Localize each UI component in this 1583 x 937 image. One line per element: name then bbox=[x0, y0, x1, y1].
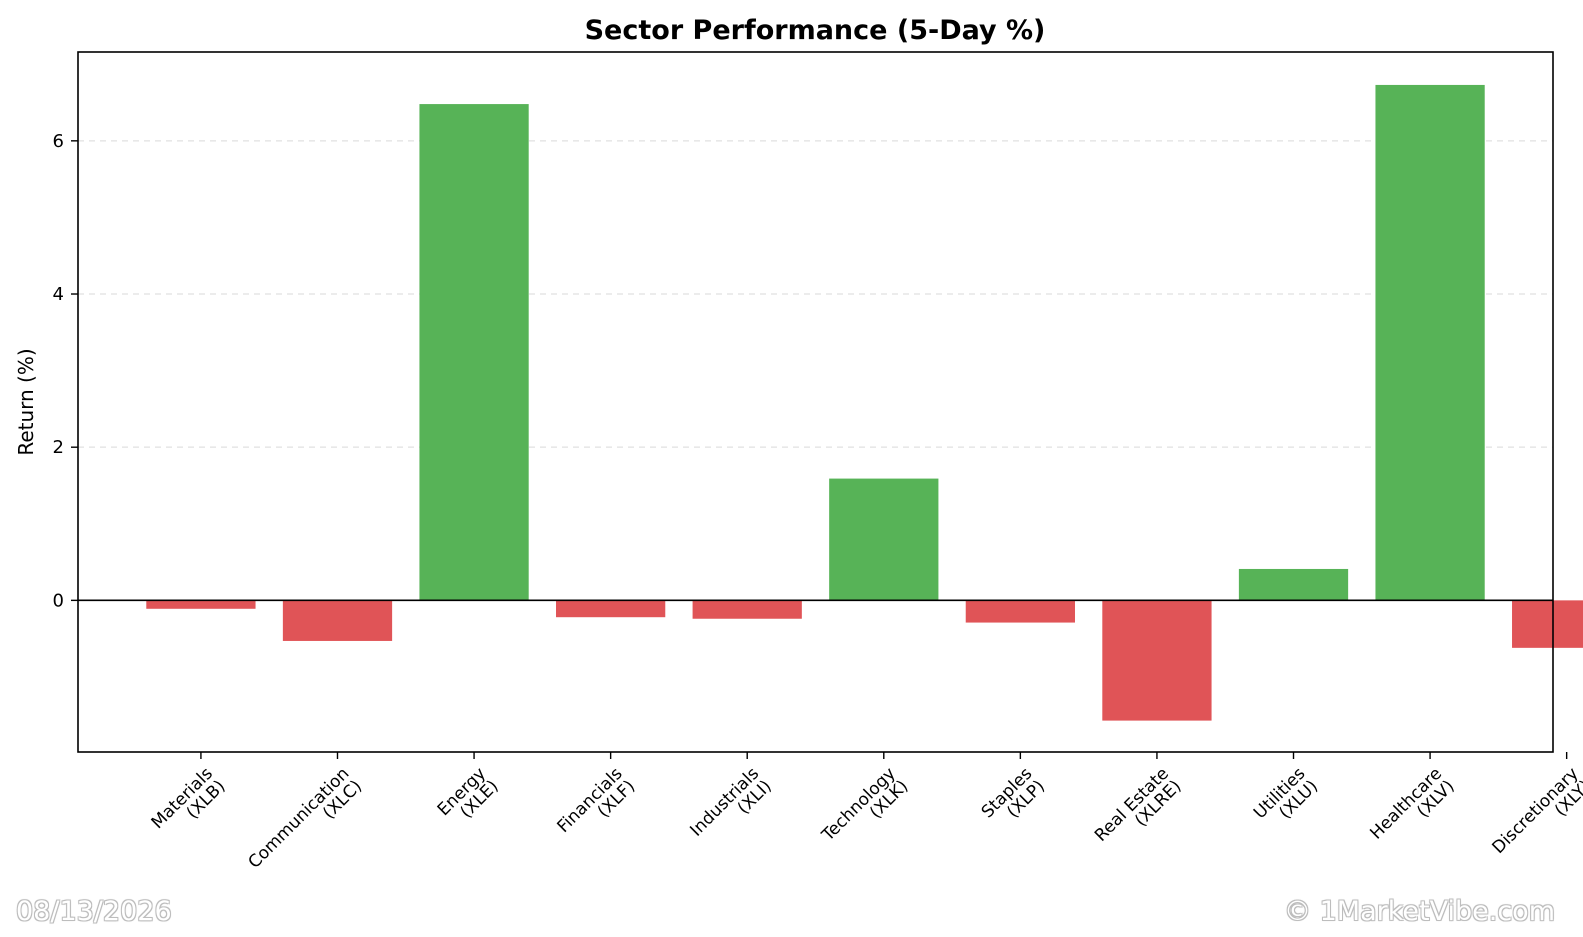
bars bbox=[146, 84, 1583, 721]
x-tick-label: Technology(XLK) bbox=[818, 764, 913, 859]
grid-lines bbox=[78, 140, 1553, 448]
footer-date: 08/13/2026 bbox=[16, 896, 172, 927]
x-tick-label: Energy(XLE) bbox=[434, 764, 503, 833]
x-tick-label: Utilities(XLU) bbox=[1250, 764, 1322, 836]
bar bbox=[1512, 600, 1583, 648]
y-axis-label: Return (%) bbox=[14, 348, 38, 455]
x-tick-label: Healthcare(XLV) bbox=[1366, 764, 1458, 856]
x-tick-label: Staples(XLP) bbox=[978, 764, 1049, 835]
x-tick-label: Materials(XLB) bbox=[148, 764, 230, 846]
bar bbox=[282, 600, 393, 641]
bar bbox=[692, 600, 802, 619]
bar bbox=[1102, 600, 1212, 721]
bar bbox=[1238, 568, 1349, 601]
bar bbox=[965, 600, 1075, 623]
y-axis-ticks: 0 2 4 6 bbox=[53, 131, 78, 611]
bar bbox=[829, 478, 939, 601]
y-tick-label: 4 bbox=[53, 284, 64, 305]
plot-frame bbox=[77, 51, 1554, 753]
footer-copyright: © 1MarketVibe.com bbox=[1284, 896, 1555, 927]
x-tick-label: Communication(XLC) bbox=[245, 764, 367, 886]
x-tick-label: Industrials(XLI) bbox=[686, 764, 776, 854]
x-tick-label: Real Estate(XLRE) bbox=[1091, 764, 1186, 859]
x-axis-ticks: Materials(XLB) Communication(XLC) Energy(X… bbox=[148, 752, 1583, 886]
chart-title: Sector Performance (5-Day %) bbox=[585, 15, 1046, 46]
bar bbox=[1375, 84, 1485, 601]
y-tick-label: 6 bbox=[53, 131, 64, 152]
y-tick-label: 0 bbox=[53, 590, 64, 611]
bar bbox=[146, 600, 256, 609]
bar bbox=[556, 600, 666, 618]
x-tick-label: Financials(XLF) bbox=[554, 764, 640, 850]
bar bbox=[419, 104, 529, 601]
x-tick-label: Discretionary(XLY) bbox=[1488, 764, 1583, 871]
y-tick-label: 2 bbox=[53, 437, 64, 458]
